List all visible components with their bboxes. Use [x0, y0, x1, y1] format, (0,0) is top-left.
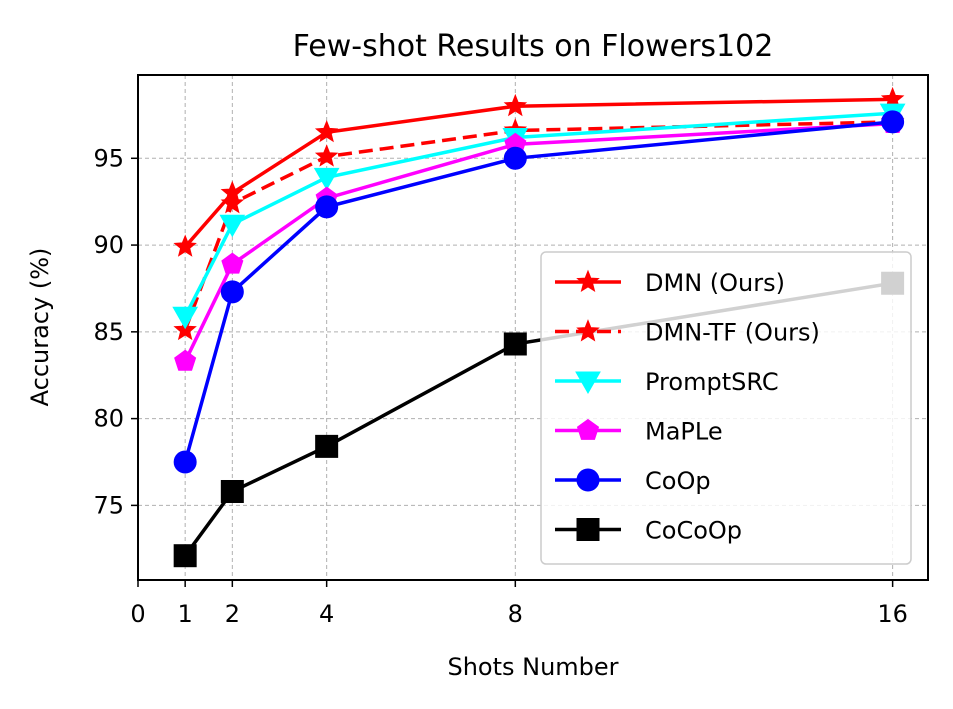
data-point	[173, 450, 197, 474]
data-point	[173, 234, 197, 257]
y-tick-label: 75	[93, 491, 124, 519]
y-tick-label: 90	[93, 231, 124, 259]
series-layer	[172, 86, 906, 568]
y-axis-label: Accuracy (%)	[26, 248, 54, 407]
data-point	[503, 146, 527, 170]
data-point	[219, 214, 246, 238]
legend-marker	[576, 319, 600, 342]
x-axis-label: Shots Number	[447, 653, 618, 681]
data-point	[313, 167, 340, 191]
x-tick-label: 1	[178, 600, 193, 628]
legend-label: PromptSRC	[645, 368, 779, 396]
legend-label: CoCoOp	[645, 517, 742, 545]
data-point	[173, 544, 197, 568]
y-tick-label: 95	[93, 144, 124, 172]
data-point	[315, 434, 339, 458]
legend-marker	[575, 371, 601, 395]
data-point	[220, 191, 245, 214]
data-point	[314, 144, 339, 167]
data-point	[503, 332, 527, 356]
y-tick-label: 80	[93, 405, 124, 433]
data-point	[314, 119, 339, 143]
data-point	[315, 195, 339, 219]
data-point	[221, 252, 244, 274]
data-point	[220, 479, 244, 503]
x-tick-label: 4	[319, 600, 334, 628]
x-tick-label: 8	[508, 600, 523, 628]
legend-marker	[576, 269, 600, 292]
data-point	[881, 110, 905, 134]
legend-box	[540, 251, 912, 565]
y-tick-label: 85	[93, 318, 124, 346]
x-tick-label: 16	[877, 600, 908, 628]
legend-label: DMN-TF (Ours)	[645, 319, 820, 347]
data-point	[503, 93, 528, 117]
legend-label: MaPLe	[645, 418, 723, 446]
data-point	[172, 306, 199, 330]
data-point	[220, 280, 244, 304]
plot-frame	[137, 74, 929, 581]
ticks: 0 1 2 4 8 16 75 80 85 90 95	[93, 144, 907, 628]
legend: DMN (Ours) DMN-TF (Ours) PromptSRC MaPLe CoO…	[540, 251, 912, 565]
x-tick-label: 2	[225, 600, 240, 628]
x-tick-label: 0	[130, 600, 145, 628]
legend-marker	[576, 518, 600, 541]
legend-marker	[576, 418, 600, 440]
chart-title: Few-shot Results on Flowers102	[293, 29, 774, 64]
legend-marker	[576, 468, 600, 492]
data-point	[174, 349, 197, 371]
legend-label: DMN (Ours)	[645, 269, 785, 297]
legend-label: CoOp	[645, 467, 711, 495]
